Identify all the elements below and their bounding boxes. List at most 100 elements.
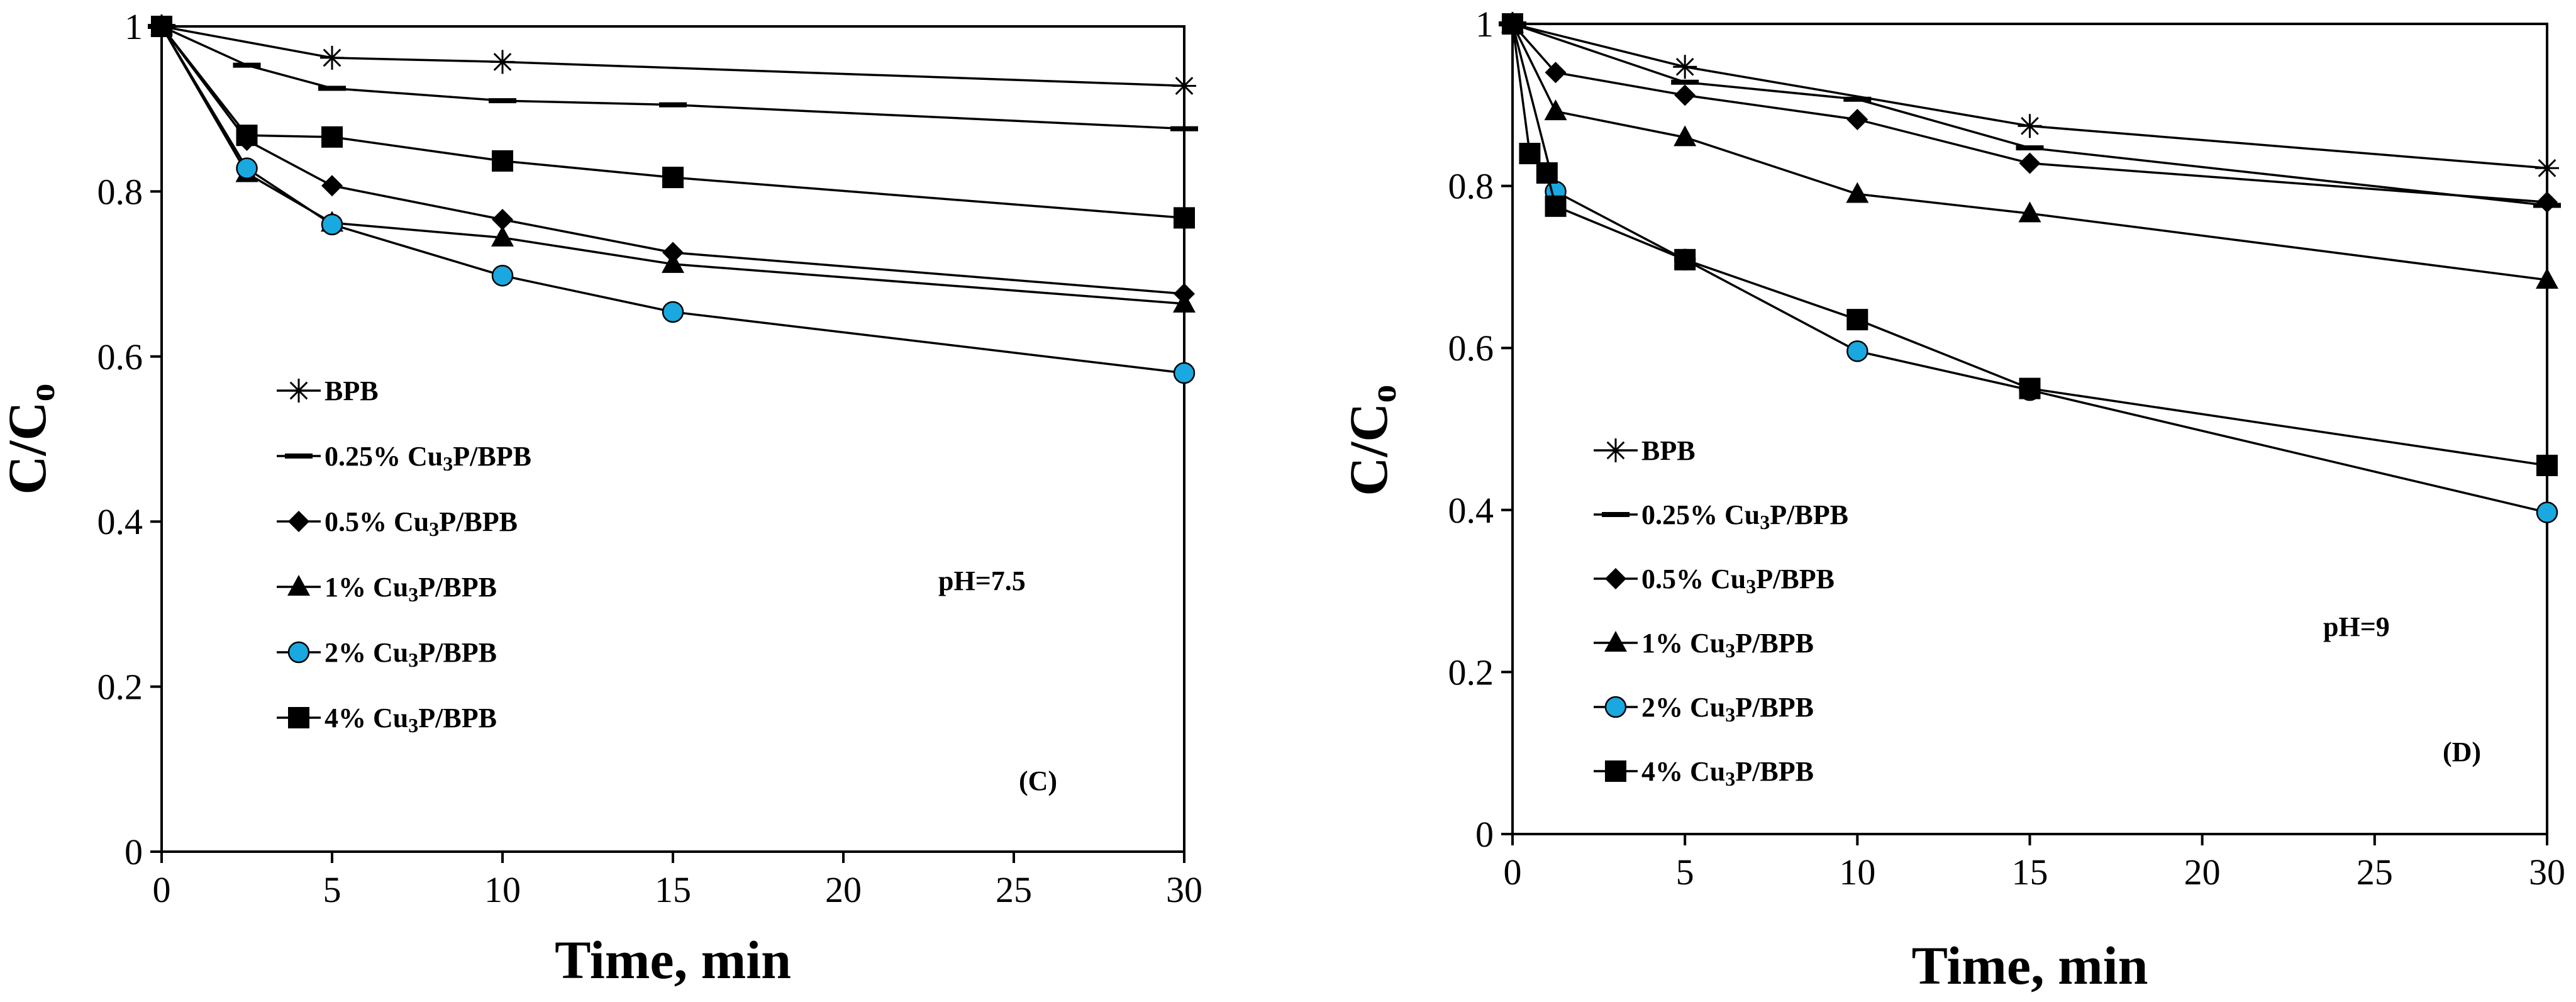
series-line xyxy=(161,25,1185,87)
data-point xyxy=(491,264,514,287)
data-point xyxy=(1502,13,1523,35)
x-tick-label: 20 xyxy=(825,869,862,910)
legend-label: 0.5% Cu3P/BPB xyxy=(1641,564,1835,598)
data-point xyxy=(2018,114,2042,138)
legend-label-part: P/BPB xyxy=(1735,628,1814,659)
data-point xyxy=(1172,74,1196,98)
data-point xyxy=(491,225,514,247)
data-point xyxy=(1519,143,1541,165)
x-tick-label: 15 xyxy=(655,869,691,910)
chart-panel-d: 0 5 10 15 20 25 30 0 0.2 0.4 0.6 0.8 1 Time, min C/Co B… xyxy=(1338,4,2565,996)
data-point xyxy=(1674,125,1697,147)
legend-label-part: 0.25% Cu xyxy=(325,441,443,472)
data-point xyxy=(151,16,172,37)
data-point xyxy=(2536,501,2558,523)
legend-label: 1% Cu3P/BPB xyxy=(325,572,497,606)
y-axis-title-main: C/C xyxy=(1338,403,1399,496)
series-c-3 xyxy=(150,14,1196,313)
legend-label-part: P/BPB xyxy=(453,441,531,472)
series-c-1 xyxy=(148,24,1198,131)
legend-label-part: P/BPB xyxy=(1735,756,1814,787)
legend-label: BPB xyxy=(325,376,379,406)
legend-label-part: P/BPB xyxy=(1770,499,1848,530)
data-point xyxy=(236,125,258,147)
data-point xyxy=(2019,152,2041,174)
data-point xyxy=(321,175,343,197)
ph-annotation: pH=7.5 xyxy=(938,565,1026,596)
y-tick-label: 0.8 xyxy=(1448,166,1494,207)
data-point xyxy=(321,126,343,148)
legend-label-subscript: 3 xyxy=(1725,639,1735,662)
data-point xyxy=(662,167,684,189)
legend-label-subscript: 3 xyxy=(1725,703,1735,726)
legend-marker xyxy=(287,575,310,596)
legend-marker xyxy=(288,511,309,532)
legend-item: 1% Cu3P/BPB xyxy=(1594,628,1814,662)
data-point xyxy=(1673,55,1697,79)
data-point xyxy=(1545,195,1567,217)
x-tick-label: 20 xyxy=(2184,852,2221,893)
legend-label-subscript: 3 xyxy=(408,649,418,671)
series-line xyxy=(160,26,1185,374)
legend-item: 0.25% Cu3P/BPB xyxy=(1594,499,1848,533)
series-line xyxy=(1511,23,2548,204)
y-tick-label: 0.8 xyxy=(97,171,143,212)
data-point xyxy=(491,50,514,74)
series-line xyxy=(1512,23,2548,170)
x-tick-label: 30 xyxy=(1166,869,1202,910)
data-point xyxy=(1843,96,1872,102)
legend-item: BPB xyxy=(277,376,379,406)
data-point xyxy=(1846,182,1869,203)
legend-label-part: P/BPB xyxy=(1756,564,1835,594)
ph-annotation: pH=9 xyxy=(2323,611,2390,642)
data-point xyxy=(659,102,687,108)
data-point xyxy=(1170,126,1198,131)
legend-label-subscript: 3 xyxy=(408,714,418,737)
data-point xyxy=(1846,309,1868,331)
x-tick-label: 10 xyxy=(1839,852,1875,893)
y-tick-label: 0 xyxy=(125,832,143,872)
data-point xyxy=(1536,162,1558,184)
series-c-4 xyxy=(150,15,1196,384)
legend-item: 1% Cu3P/BPB xyxy=(277,572,497,606)
y-tick-label: 0.2 xyxy=(97,667,143,708)
legend-label: 0.5% Cu3P/BPB xyxy=(325,506,518,540)
y-tick-label: 1 xyxy=(125,6,143,47)
data-point xyxy=(2536,454,2558,476)
series-line xyxy=(160,26,1185,305)
legend-label: 4% Cu3P/BPB xyxy=(1641,756,1814,790)
series-c-5 xyxy=(151,16,1195,229)
chart-panel-c: 0 5 10 15 20 25 30 0 0.2 0.4 0.6 0.8 1 Time, min C/Co B… xyxy=(0,6,1202,990)
x-tick-label: 0 xyxy=(1504,852,1522,893)
data-point xyxy=(233,62,261,68)
legend-label: 2% Cu3P/BPB xyxy=(325,637,497,671)
y-axis-title-subscript: o xyxy=(21,383,62,401)
legend-label-part: P/BPB xyxy=(439,506,518,537)
data-point xyxy=(2019,377,2041,399)
legend-item: 2% Cu3P/BPB xyxy=(1594,692,1814,726)
legend-marker xyxy=(1605,760,1626,782)
legend-label-part: P/BPB xyxy=(418,703,497,733)
data-point xyxy=(236,157,258,179)
data-point xyxy=(1674,248,1696,270)
legend-label-part: BPB xyxy=(325,376,379,406)
data-point xyxy=(318,86,346,91)
data-point xyxy=(2016,145,2044,151)
series-line xyxy=(160,25,1185,220)
legend-label-part: 1% Cu xyxy=(1641,628,1725,659)
legend-item: 4% Cu3P/BPB xyxy=(277,703,497,737)
legend-label-subscript: 3 xyxy=(408,583,418,606)
legend-label-part: 0.5% Cu xyxy=(1641,564,1746,594)
x-axis-title: Time, min xyxy=(555,930,791,990)
legend-item: 0.5% Cu3P/BPB xyxy=(277,506,518,540)
series-line xyxy=(1511,23,2548,281)
data-point xyxy=(662,301,684,323)
legend-item: 4% Cu3P/BPB xyxy=(1594,756,1814,790)
legend-marker xyxy=(287,379,311,403)
legend-item: 0.5% Cu3P/BPB xyxy=(1594,564,1835,598)
x-tick-label: 15 xyxy=(2012,852,2048,893)
legend-label: BPB xyxy=(1641,435,1696,466)
x-tick-label: 30 xyxy=(2529,852,2565,893)
panel-label: (C) xyxy=(1019,765,1057,796)
